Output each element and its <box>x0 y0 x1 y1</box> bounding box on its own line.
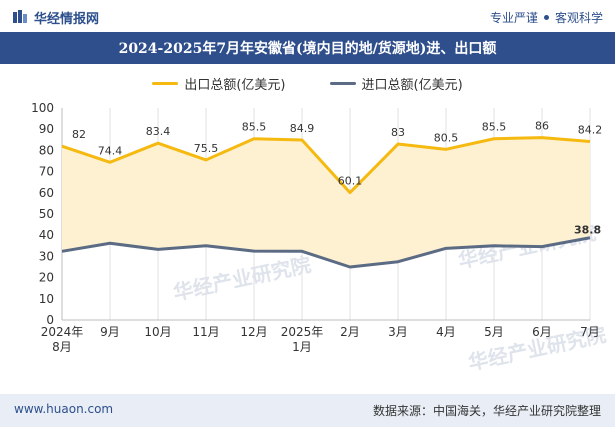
export-data-label: 74.4 <box>98 144 123 157</box>
y-tick-label: 90 <box>39 122 54 136</box>
legend-swatch-import <box>329 81 356 85</box>
y-tick-label: 60 <box>39 186 54 200</box>
x-tick-label: 9月 <box>100 325 120 339</box>
footer-source: 数据来源：中国海关，华经产业研究院整理 <box>372 404 601 418</box>
import-data-label: 38.8 <box>574 224 601 237</box>
export-data-label: 84.9 <box>290 122 315 135</box>
area-between-series <box>62 137 590 267</box>
y-tick-label: 20 <box>39 271 54 285</box>
footer: www.huaon.com 数据来源：中国海关，华经产业研究院整理 <box>0 394 615 427</box>
export-data-label: 75.5 <box>194 142 219 155</box>
x-tick-label: 4月 <box>436 325 456 339</box>
export-data-label: 82 <box>72 128 86 141</box>
y-tick-label: 50 <box>39 207 54 221</box>
legend-item-import[interactable]: 进口总额(亿美元) <box>329 74 463 93</box>
legend-label-export: 出口总额(亿美元) <box>184 77 286 93</box>
y-tick-label: 40 <box>39 228 54 242</box>
brand[interactable]: 华经情报网 <box>12 8 100 27</box>
legend-swatch-export <box>152 81 179 85</box>
top-bar: 华经情报网 专业严谨 客观科学 <box>0 0 615 32</box>
export-data-label: 60.1 <box>338 175 363 188</box>
x-tick-label: 1月 <box>292 340 312 354</box>
x-tick-label: 3月 <box>388 325 408 339</box>
bullet-icon <box>543 14 549 20</box>
export-data-label: 86 <box>535 120 549 133</box>
export-series-line <box>61 136 591 195</box>
x-tick-label: 2024年 <box>41 325 84 339</box>
x-tick-label: 6月 <box>532 325 552 339</box>
export-data-label: 85.5 <box>482 121 507 134</box>
y-tick-label: 80 <box>39 143 54 157</box>
x-tick-label: 12月 <box>240 325 267 339</box>
x-tick-label: 10月 <box>144 325 171 339</box>
y-tick-label: 10 <box>39 292 54 306</box>
export-data-label: 83 <box>391 126 405 139</box>
legend-label-import: 进口总额(亿美元) <box>361 77 463 93</box>
chart-legend: 出口总额(亿美元) 进口总额(亿美元) <box>0 72 615 94</box>
tagline: 专业严谨 客观科学 <box>490 8 603 26</box>
y-tick-label: 0 <box>46 313 54 327</box>
footer-website[interactable]: www.huaon.com <box>14 402 114 416</box>
watermark-text: 华经产业研究院 <box>171 252 313 305</box>
export-data-label: 80.5 <box>434 131 459 144</box>
export-data-label: 84.2 <box>578 123 603 136</box>
import-series-line <box>61 236 591 269</box>
tag-1: 专业严谨 <box>489 10 538 25</box>
legend-item-export[interactable]: 出口总额(亿美元) <box>152 74 286 93</box>
x-tick-label: 8月 <box>52 340 72 354</box>
tag-2: 客观科学 <box>554 10 603 25</box>
x-tick-label: 2025年 <box>281 325 324 339</box>
y-tick-label: 100 <box>31 101 54 115</box>
x-tick-label: 11月 <box>192 325 219 339</box>
y-tick-label: 30 <box>39 249 54 263</box>
chart-title: 2024-2025年7月年安徽省(境内目的地/货源地)进、出口额 <box>118 41 497 57</box>
brand-logo-icon <box>13 10 27 23</box>
line-chart: 华经产业研究院华经产业研究院华经产业研究院0102030405060708090… <box>31 101 608 375</box>
chart-title-bar: 2024-2025年7月年安徽省(境内目的地/货源地)进、出口额 <box>0 32 615 64</box>
x-tick-label: 7月 <box>580 325 600 339</box>
x-tick-label: 5月 <box>484 325 504 339</box>
brand-name: 华经情报网 <box>34 11 100 27</box>
x-tick-label: 2月 <box>340 325 360 339</box>
export-data-label: 85.5 <box>242 121 267 134</box>
y-tick-label: 70 <box>39 165 54 179</box>
export-data-label: 83.4 <box>146 125 171 138</box>
